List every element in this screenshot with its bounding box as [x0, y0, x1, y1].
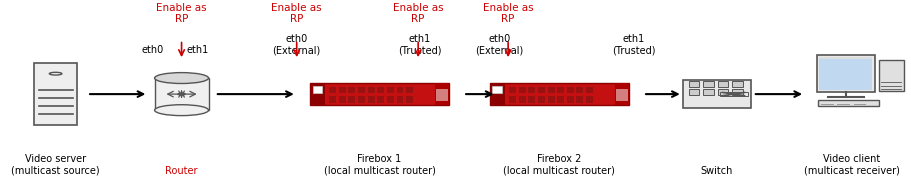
Bar [615, 89, 627, 101]
Text: eth0
(External): eth0 (External) [475, 34, 523, 55]
Bar [492, 86, 502, 93]
Bar [386, 87, 394, 93]
Bar [557, 96, 564, 103]
Bar [405, 96, 413, 103]
Bar [329, 96, 336, 103]
Text: Enable as
RP: Enable as RP [271, 3, 322, 24]
Bar [518, 96, 525, 103]
Text: eth1
(Trusted): eth1 (Trusted) [398, 34, 441, 55]
Text: Router: Router [165, 166, 198, 176]
Bar [339, 96, 345, 103]
Bar [377, 96, 384, 103]
Bar [396, 87, 403, 93]
Bar [435, 89, 447, 101]
Bar [688, 89, 699, 95]
Bar [567, 87, 573, 93]
Text: Video client
(multicast receiver): Video client (multicast receiver) [803, 154, 899, 176]
Bar [367, 87, 374, 93]
Text: Enable as
RP: Enable as RP [393, 3, 443, 24]
Bar [518, 87, 525, 93]
Bar [818, 59, 872, 90]
Bar [537, 87, 545, 93]
Text: Switch: Switch [700, 166, 732, 176]
Bar [576, 96, 583, 103]
Ellipse shape [154, 105, 209, 116]
Bar [508, 87, 516, 93]
Bar [358, 87, 364, 93]
Bar [732, 89, 742, 95]
Bar [576, 87, 583, 93]
Bar [527, 87, 535, 93]
Bar [817, 100, 878, 106]
Bar [688, 81, 699, 87]
Bar [489, 83, 505, 105]
Bar [682, 81, 750, 108]
Bar [557, 87, 564, 93]
Text: eth0
(External): eth0 (External) [272, 34, 321, 55]
Bar [818, 57, 872, 59]
Bar [348, 96, 355, 103]
Bar [547, 87, 554, 93]
Bar [435, 83, 449, 105]
Text: Enable as
RP: Enable as RP [482, 3, 533, 24]
Bar [878, 60, 903, 91]
Bar [702, 89, 713, 95]
Bar [348, 87, 355, 93]
Bar [586, 96, 592, 103]
Ellipse shape [154, 73, 209, 83]
Bar [358, 96, 364, 103]
Bar [537, 96, 545, 103]
Text: Enable as
RP: Enable as RP [156, 3, 207, 24]
Bar [489, 83, 629, 105]
Circle shape [178, 93, 185, 95]
Text: eth0: eth0 [141, 45, 164, 55]
Bar [367, 96, 374, 103]
Text: Firebox 2
(local multicast router): Firebox 2 (local multicast router) [503, 154, 615, 176]
Bar [567, 96, 573, 103]
Bar [717, 81, 728, 87]
Bar [732, 81, 742, 87]
Text: Video server
(multicast source): Video server (multicast source) [11, 154, 100, 176]
Bar [615, 83, 629, 105]
Bar [719, 92, 747, 96]
Bar [586, 87, 592, 93]
Bar [547, 96, 554, 103]
Bar [396, 96, 403, 103]
Bar [329, 87, 336, 93]
Bar [312, 86, 322, 93]
Bar [310, 83, 449, 105]
Text: eth1: eth1 [187, 45, 209, 55]
Bar [508, 96, 516, 103]
Bar [405, 87, 413, 93]
Bar [702, 81, 713, 87]
Bar [816, 55, 875, 92]
Text: eth1
(Trusted): eth1 (Trusted) [611, 34, 655, 55]
Bar [310, 83, 324, 105]
Bar [377, 87, 384, 93]
Bar [717, 89, 728, 95]
Text: Firebox 1
(local multicast router): Firebox 1 (local multicast router) [323, 154, 435, 176]
Bar [339, 87, 345, 93]
Bar [154, 78, 209, 110]
Bar [34, 63, 77, 125]
Bar [386, 96, 394, 103]
Bar [527, 96, 535, 103]
